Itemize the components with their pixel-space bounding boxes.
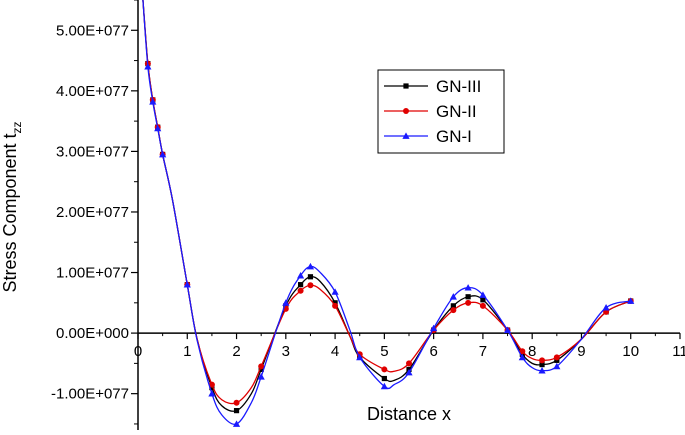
data-point-gn-ii — [297, 287, 304, 294]
y-tick-label: 5.00E+077 — [56, 22, 129, 39]
data-point-gn-i — [449, 293, 457, 300]
data-point-gn-i — [405, 368, 413, 376]
legend-marker-gn-iii — [403, 83, 409, 89]
data-point-gn-ii — [381, 366, 388, 373]
data-point-gn-i — [602, 304, 610, 311]
x-tick-label: 6 — [429, 343, 437, 360]
data-point-gn-iii — [209, 385, 215, 391]
x-tick-label: 9 — [577, 343, 585, 360]
data-point-gn-i — [208, 390, 216, 397]
y-tick-label: 1.00E+077 — [56, 265, 129, 282]
data-point-gn-iii — [381, 375, 387, 382]
data-point-gn-iii — [450, 303, 456, 309]
x-tick-label: 0 — [134, 343, 142, 360]
x-tick-label: 10 — [622, 343, 639, 360]
data-point-gn-i — [144, 63, 152, 70]
y-axis-title-subscript: zz — [10, 121, 24, 133]
data-point-gn-ii — [553, 354, 560, 361]
series-gn-ii — [142, 0, 634, 406]
y-tick-label: 3.00E+077 — [56, 143, 129, 160]
y-tick-label: -1.00E+077 — [51, 386, 129, 403]
legend-label-gn-i: GN-I — [436, 127, 472, 146]
data-point-gn-iii — [307, 274, 314, 280]
data-point-gn-i — [479, 291, 487, 298]
data-point-gn-iii — [554, 357, 560, 363]
x-tick-label: 4 — [331, 343, 339, 360]
legend-marker-gn-i — [402, 132, 410, 139]
y-tick-label: 0.00E+000 — [56, 325, 129, 342]
legend-marker-gn-ii — [403, 108, 409, 114]
data-point-gn-i — [306, 262, 315, 270]
x-tick-label: 2 — [232, 343, 240, 360]
data-point-gn-i — [154, 124, 162, 132]
data-point-gn-i — [356, 353, 364, 361]
data-point-gn-iii — [465, 294, 471, 300]
legend: GN-III GN-II GN-I — [377, 69, 505, 154]
data-point-gn-i — [380, 382, 388, 390]
data-point-gn-iii — [298, 282, 304, 288]
data-point-gn-ii — [258, 363, 265, 370]
data-point-gn-iii — [539, 361, 545, 368]
plot-series-group — [142, 0, 635, 427]
data-point-gn-i — [159, 150, 167, 158]
data-point-gn-i — [518, 353, 526, 361]
x-axis-title: Distance x — [367, 404, 451, 424]
x-tick-label: 5 — [380, 343, 388, 360]
data-point-gn-i — [183, 281, 191, 288]
x-tick-label: 3 — [282, 343, 290, 360]
data-point-gn-iii — [480, 297, 486, 303]
x-tick-label: 1 — [183, 343, 191, 360]
y-tick-label: 4.00E+077 — [56, 83, 129, 100]
legend-label-gn-ii: GN-II — [436, 102, 477, 121]
data-point-gn-i — [331, 288, 339, 295]
y-tick-label: 2.00E+077 — [56, 204, 129, 221]
x-tick-label: 11 — [672, 343, 685, 360]
data-point-gn-i — [430, 324, 438, 332]
y-ticks-group: -1.00E+077 0.00E+000 1.00E+077 2.00E+077 3.0… — [51, 0, 138, 425]
x-tick-label: 8 — [528, 343, 536, 360]
data-point-gn-i — [257, 373, 265, 380]
legend-label-gn-iii: GN-III — [436, 77, 481, 96]
data-point-gn-ii — [307, 282, 314, 289]
data-point-gn-ii — [450, 307, 457, 314]
data-point-gn-i — [464, 284, 472, 291]
y-axis-title: Stress Component tzz — [0, 121, 24, 292]
data-point-gn-i — [149, 98, 157, 105]
data-point-gn-ii — [465, 299, 472, 306]
data-point-gn-i — [232, 420, 241, 427]
data-point-gn-iii — [283, 303, 289, 309]
series-gn-i — [142, 0, 635, 427]
data-point-gn-i — [297, 271, 305, 279]
data-point-gn-ii — [208, 381, 215, 388]
data-point-gn-i — [553, 362, 561, 370]
data-point-gn-ii — [479, 302, 486, 309]
x-tick-label: 7 — [479, 343, 487, 360]
data-point-gn-ii — [233, 399, 240, 406]
data-point-gn-ii — [406, 360, 412, 367]
data-point-gn-iii — [233, 408, 240, 414]
data-point-gn-iii — [332, 300, 338, 306]
data-point-gn-i — [282, 299, 290, 306]
data-point-gn-i — [538, 367, 546, 374]
data-point-gn-iii — [258, 366, 264, 373]
data-point-gn-ii — [332, 302, 339, 309]
series-line-gn-i — [142, 0, 631, 425]
data-point-gn-ii — [519, 348, 526, 355]
data-point-gn-i — [627, 297, 635, 304]
data-point-gn-i — [503, 326, 512, 333]
x-ticks-group: 0 1 2 3 4 5 6 7 8 9 10 11 — [134, 333, 685, 360]
y-axis-title-main: Stress Component t — [0, 133, 20, 292]
data-point-gn-ii — [539, 357, 546, 364]
